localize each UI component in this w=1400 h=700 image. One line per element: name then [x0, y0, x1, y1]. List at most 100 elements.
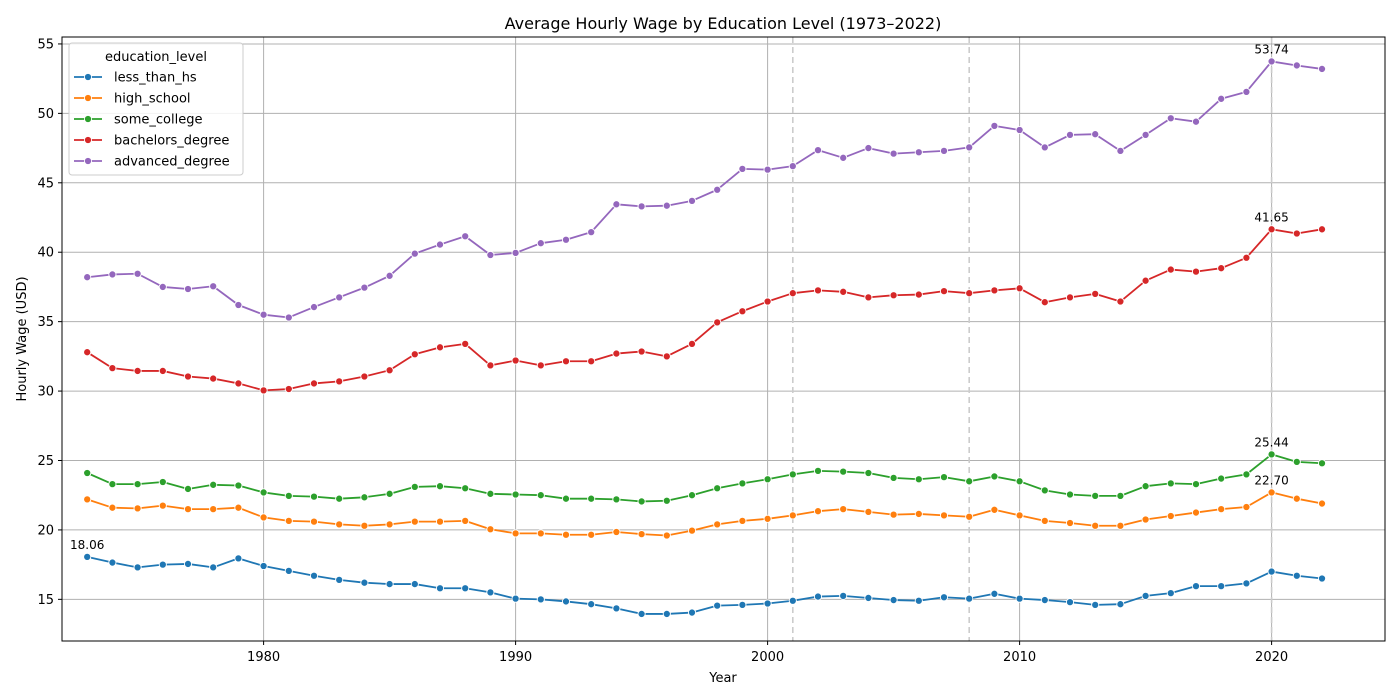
- data-point-high_school: [259, 513, 268, 522]
- data-point-less_than_hs: [965, 594, 974, 603]
- series-line-bachelors_degree: [86, 228, 1323, 392]
- data-point-high_school: [889, 510, 898, 519]
- data-point-advanced_degree: [788, 162, 797, 171]
- data-point-less_than_hs: [234, 554, 243, 563]
- data-point-some_college: [612, 495, 621, 504]
- data-point-bachelors_degree: [1191, 267, 1201, 276]
- data-point-bachelors_degree: [939, 287, 949, 296]
- data-point-advanced_degree: [1015, 125, 1024, 135]
- data-point-bachelors_degree: [1267, 225, 1276, 234]
- data-point-less_than_hs: [813, 592, 823, 601]
- data-point-bachelors_degree: [1091, 289, 1100, 298]
- x-axis-label: Year: [708, 671, 737, 686]
- data-point-high_school: [864, 507, 873, 516]
- data-point-less_than_hs: [1166, 589, 1175, 598]
- legend-swatch-marker: [83, 72, 93, 82]
- y-tick-label: 30: [37, 385, 54, 400]
- annotation-label: 53.74: [1254, 42, 1288, 56]
- data-point-bachelors_degree: [738, 307, 747, 316]
- data-point-bachelors_degree: [1065, 293, 1075, 302]
- data-point-some_college: [486, 489, 495, 498]
- data-point-less_than_hs: [83, 552, 92, 561]
- legend-item-bachelors_degree: bachelors_degree: [74, 134, 229, 149]
- data-point-less_than_hs: [435, 584, 445, 593]
- data-point-high_school: [511, 529, 520, 538]
- data-point-some_college: [1040, 486, 1049, 495]
- data-point-less_than_hs: [486, 588, 495, 597]
- data-point-high_school: [939, 511, 949, 520]
- data-point-bachelors_degree: [763, 297, 772, 306]
- series-line-high_school: [86, 491, 1323, 537]
- data-point-high_school: [133, 504, 142, 513]
- data-point-bachelors_degree: [788, 289, 797, 298]
- data-point-some_college: [1217, 474, 1226, 483]
- data-point-less_than_hs: [1141, 591, 1150, 600]
- data-point-bachelors_degree: [889, 291, 898, 300]
- legend-title: education_level: [105, 50, 207, 65]
- y-tick-label: 55: [37, 37, 54, 52]
- data-point-advanced_degree: [284, 313, 293, 322]
- annotations: 18.06 22.70 25.44 41.65 53.74: [70, 42, 1289, 551]
- data-point-bachelors_degree: [461, 339, 470, 348]
- data-point-less_than_hs: [209, 563, 218, 572]
- chart-title: Average Hourly Wage by Education Level (…: [505, 14, 942, 33]
- y-tick-label: 35: [37, 315, 54, 330]
- data-point-bachelors_degree: [561, 357, 571, 366]
- data-point-advanced_degree: [1065, 130, 1075, 139]
- legend-item-advanced_degree: advanced_degree: [74, 155, 230, 170]
- data-point-some_college: [435, 482, 445, 491]
- data-point-less_than_hs: [687, 608, 697, 617]
- data-point-bachelors_degree: [612, 349, 621, 358]
- y-axis-label: Hourly Wage (USD): [15, 276, 30, 401]
- data-point-less_than_hs: [410, 580, 419, 589]
- data-point-advanced_degree: [889, 149, 898, 158]
- data-point-some_college: [1292, 457, 1301, 466]
- series-advanced_degree: [83, 57, 1327, 322]
- data-point-high_school: [637, 530, 646, 539]
- data-point-advanced_degree: [561, 235, 571, 244]
- data-point-advanced_degree: [1217, 94, 1226, 103]
- data-point-less_than_hs: [1040, 595, 1049, 605]
- data-point-some_college: [511, 490, 520, 499]
- data-point-bachelors_degree: [435, 343, 445, 352]
- legend-box: [68, 42, 244, 176]
- x-tick-label: 2010: [1003, 650, 1036, 665]
- data-point-some_college: [864, 468, 873, 478]
- x-tick-label: 1980: [247, 650, 280, 665]
- data-point-less_than_hs: [713, 601, 722, 610]
- data-point-advanced_degree: [385, 271, 394, 280]
- data-point-advanced_degree: [637, 202, 646, 211]
- data-point-less_than_hs: [763, 599, 772, 608]
- data-point-some_college: [133, 480, 142, 489]
- data-point-bachelors_degree: [1317, 225, 1327, 234]
- data-point-bachelors_degree: [209, 374, 218, 383]
- data-point-bachelors_degree: [158, 366, 167, 375]
- data-point-advanced_degree: [687, 196, 697, 205]
- data-point-some_college: [158, 477, 167, 487]
- data-point-high_school: [1015, 511, 1024, 520]
- y-tick-label: 45: [37, 176, 54, 191]
- data-point-less_than_hs: [108, 558, 117, 567]
- data-point-less_than_hs: [335, 575, 344, 584]
- axes: 1980 1990 2000 2010 2020 15 20 25 30 35 40 45 50 55: [37, 37, 1288, 665]
- data-point-high_school: [763, 514, 772, 523]
- data-point-less_than_hs: [990, 589, 999, 598]
- data-point-bachelors_degree: [839, 287, 848, 296]
- data-point-some_college: [284, 491, 293, 500]
- data-point-high_school: [687, 526, 697, 535]
- data-point-advanced_degree: [813, 146, 823, 155]
- data-point-advanced_degree: [839, 153, 848, 162]
- data-point-less_than_hs: [889, 595, 898, 605]
- data-point-advanced_degree: [360, 283, 369, 292]
- data-point-advanced_degree: [662, 201, 671, 210]
- data-point-bachelors_degree: [1141, 276, 1150, 285]
- data-point-some_college: [1116, 491, 1125, 500]
- data-point-less_than_hs: [939, 593, 949, 602]
- data-point-less_than_hs: [385, 580, 394, 589]
- data-point-advanced_degree: [1267, 57, 1276, 66]
- data-point-some_college: [1015, 477, 1024, 486]
- data-point-high_school: [1166, 511, 1175, 521]
- data-point-less_than_hs: [1065, 598, 1075, 607]
- data-point-high_school: [1091, 521, 1100, 530]
- data-point-high_school: [284, 516, 293, 525]
